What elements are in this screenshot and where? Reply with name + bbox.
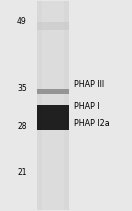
Bar <box>37 106 69 130</box>
Bar <box>37 89 69 94</box>
Text: PHAP III: PHAP III <box>74 80 104 89</box>
Text: 28: 28 <box>17 122 27 131</box>
Text: PHAP I: PHAP I <box>74 102 99 111</box>
Text: 35: 35 <box>17 84 27 93</box>
Bar <box>42 1 64 210</box>
Bar <box>37 1 69 210</box>
Text: PHAP I2a: PHAP I2a <box>74 119 110 128</box>
Text: 21: 21 <box>17 168 27 177</box>
Text: 49: 49 <box>17 17 27 26</box>
Bar <box>37 22 69 30</box>
